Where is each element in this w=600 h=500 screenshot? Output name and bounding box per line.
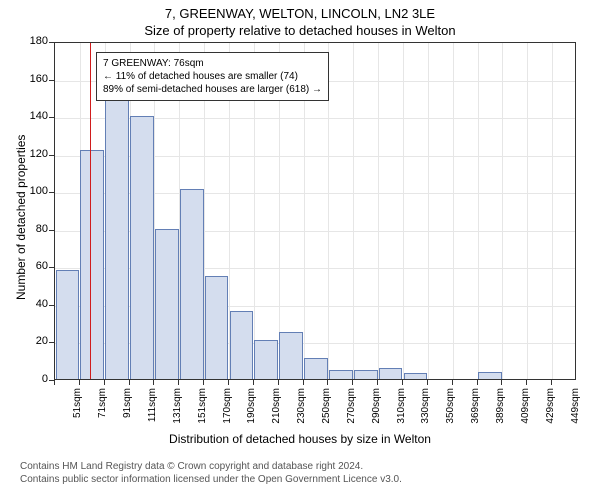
x-tick-label: 250sqm: [321, 388, 332, 424]
y-tick-label: 180: [20, 35, 48, 47]
y-tick-label: 160: [20, 73, 48, 85]
histogram-bar: [155, 229, 179, 379]
x-tick-mark: [377, 380, 378, 385]
gridline-v: [428, 43, 429, 379]
property-size-histogram: 7, GREENWAY, WELTON, LINCOLN, LN2 3LE Si…: [0, 0, 600, 500]
x-tick-label: 230sqm: [296, 388, 307, 424]
gridline-v: [502, 43, 503, 379]
y-tick-label: 100: [20, 185, 48, 197]
x-tick-mark: [526, 380, 527, 385]
y-tick-mark: [49, 230, 54, 231]
y-tick-mark: [49, 305, 54, 306]
x-tick-label: 409sqm: [520, 388, 531, 424]
y-tick-label: 120: [20, 148, 48, 160]
x-tick-mark: [129, 380, 130, 385]
x-axis-label: Distribution of detached houses by size …: [0, 432, 600, 446]
x-tick-label: 170sqm: [222, 388, 233, 424]
gridline-v: [552, 43, 553, 379]
x-tick-label: 210sqm: [271, 388, 282, 424]
y-tick-mark: [49, 80, 54, 81]
annotation-line: ← 11% of detached houses are smaller (74…: [103, 70, 322, 83]
gridline-v: [403, 43, 404, 379]
histogram-bar: [478, 372, 502, 380]
histogram-bar: [304, 358, 328, 379]
x-tick-label: 389sqm: [495, 388, 506, 424]
x-tick-label: 290sqm: [371, 388, 382, 424]
y-tick-label: 40: [20, 298, 48, 310]
annotation-box: 7 GREENWAY: 76sqm← 11% of detached house…: [96, 52, 329, 101]
y-tick-mark: [49, 117, 54, 118]
histogram-bar: [329, 370, 353, 379]
x-tick-mark: [79, 380, 80, 385]
x-tick-mark: [452, 380, 453, 385]
x-tick-label: 190sqm: [246, 388, 257, 424]
x-tick-label: 449sqm: [570, 388, 581, 424]
x-tick-mark: [178, 380, 179, 385]
gridline-v: [527, 43, 528, 379]
x-tick-mark: [54, 380, 55, 385]
x-tick-mark: [153, 380, 154, 385]
license-line-2: Contains public sector information licen…: [20, 473, 402, 486]
chart-subtitle: Size of property relative to detached ho…: [0, 21, 600, 38]
y-tick-label: 80: [20, 223, 48, 235]
x-tick-label: 131sqm: [172, 388, 183, 424]
x-tick-label: 330sqm: [420, 388, 431, 424]
x-tick-mark: [402, 380, 403, 385]
histogram-bar: [205, 276, 229, 379]
license-line-1: Contains HM Land Registry data © Crown c…: [20, 460, 402, 473]
y-tick-mark: [49, 155, 54, 156]
y-tick-label: 60: [20, 260, 48, 272]
x-tick-mark: [427, 380, 428, 385]
histogram-bar: [230, 311, 254, 379]
property-marker-line: [90, 43, 91, 379]
x-tick-label: 350sqm: [445, 388, 456, 424]
x-tick-label: 270sqm: [346, 388, 357, 424]
x-tick-label: 91sqm: [122, 388, 133, 424]
x-tick-label: 51sqm: [72, 388, 83, 424]
gridline-v: [353, 43, 354, 379]
histogram-bar: [379, 368, 403, 379]
histogram-bar: [354, 370, 378, 379]
x-tick-mark: [228, 380, 229, 385]
x-tick-label: 111sqm: [147, 388, 158, 424]
y-tick-mark: [49, 192, 54, 193]
x-tick-mark: [477, 380, 478, 385]
y-tick-label: 20: [20, 335, 48, 347]
x-tick-mark: [278, 380, 279, 385]
y-tick-label: 140: [20, 110, 48, 122]
x-tick-mark: [303, 380, 304, 385]
x-tick-label: 310sqm: [396, 388, 407, 424]
annotation-line: 89% of semi-detached houses are larger (…: [103, 83, 322, 96]
gridline-v: [378, 43, 379, 379]
license-text: Contains HM Land Registry data © Crown c…: [20, 460, 402, 486]
histogram-bar: [279, 332, 303, 379]
annotation-line: 7 GREENWAY: 76sqm: [103, 57, 322, 70]
histogram-bar: [180, 189, 204, 379]
y-tick-label: 0: [20, 373, 48, 385]
histogram-bar: [80, 150, 104, 379]
x-tick-label: 151sqm: [197, 388, 208, 424]
gridline-v: [478, 43, 479, 379]
x-tick-label: 429sqm: [545, 388, 556, 424]
histogram-bar: [105, 84, 129, 379]
x-tick-mark: [104, 380, 105, 385]
chart-title: 7, GREENWAY, WELTON, LINCOLN, LN2 3LE: [0, 0, 600, 21]
x-tick-mark: [253, 380, 254, 385]
y-tick-mark: [49, 42, 54, 43]
x-tick-mark: [352, 380, 353, 385]
histogram-bar: [130, 116, 154, 379]
histogram-bar: [404, 373, 428, 379]
x-tick-label: 71sqm: [97, 388, 108, 424]
histogram-bar: [56, 270, 80, 379]
x-tick-label: 369sqm: [470, 388, 481, 424]
x-tick-mark: [551, 380, 552, 385]
y-tick-mark: [49, 342, 54, 343]
x-tick-mark: [327, 380, 328, 385]
x-tick-mark: [501, 380, 502, 385]
y-tick-mark: [49, 267, 54, 268]
histogram-bar: [254, 340, 278, 379]
gridline-v: [453, 43, 454, 379]
x-tick-mark: [203, 380, 204, 385]
